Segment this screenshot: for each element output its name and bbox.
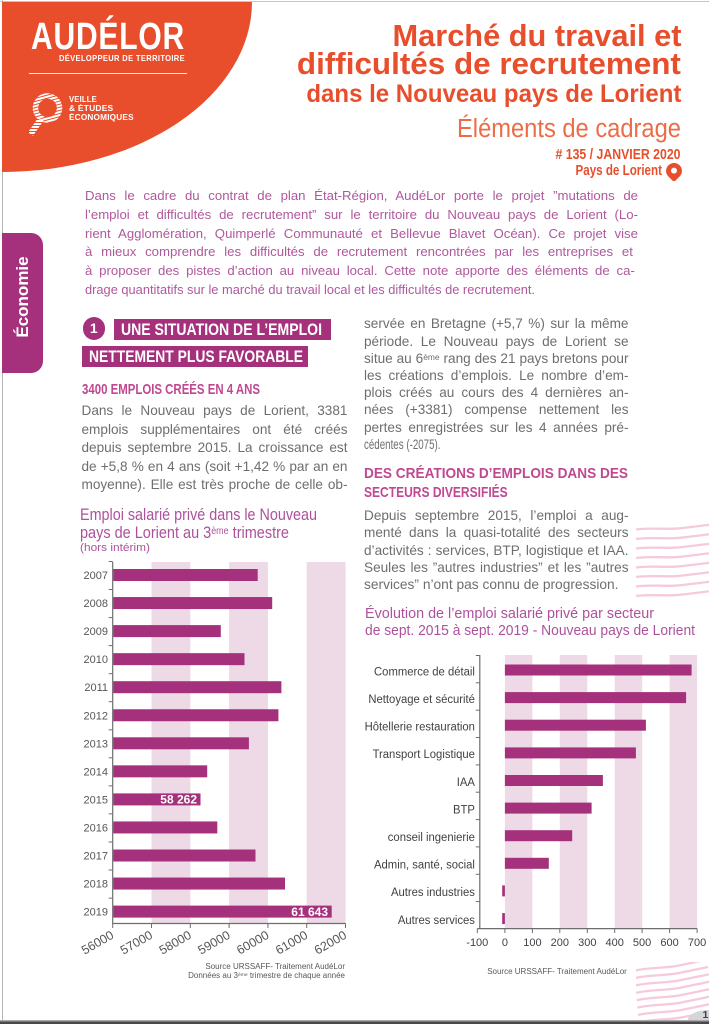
svg-text:Hôtellerie restauration: Hôtellerie restauration <box>365 719 475 734</box>
svg-text:2010: 2010 <box>84 654 108 666</box>
svg-text:2009: 2009 <box>84 626 108 638</box>
svg-text:2015: 2015 <box>84 794 108 806</box>
svg-text:0: 0 <box>502 937 508 949</box>
svg-text:58 262: 58 262 <box>160 793 197 807</box>
svg-text:Nettoyage et sécurité: Nettoyage et sécurité <box>368 691 475 706</box>
svg-text:2011: 2011 <box>84 682 108 694</box>
svg-text:61 643: 61 643 <box>291 905 328 919</box>
svg-text:Autres services: Autres services <box>398 912 475 927</box>
svg-text:2007: 2007 <box>84 570 108 582</box>
svg-text:500: 500 <box>633 937 651 949</box>
svg-text:200: 200 <box>551 937 569 949</box>
svg-text:2019: 2019 <box>84 907 108 919</box>
svg-text:Autres industries: Autres industries <box>391 885 475 900</box>
svg-text:BTP: BTP <box>453 802 475 817</box>
svg-text:300: 300 <box>578 937 596 949</box>
svg-text:2014: 2014 <box>84 766 108 778</box>
svg-text:2013: 2013 <box>84 738 108 750</box>
svg-text:-100: -100 <box>466 937 488 949</box>
svg-text:2012: 2012 <box>84 710 108 722</box>
svg-text:2016: 2016 <box>84 823 108 835</box>
svg-text:400: 400 <box>606 937 624 949</box>
svg-text:Commerce de détail: Commerce de détail <box>374 664 475 679</box>
svg-text:Transport Logistique: Transport Logistique <box>373 747 476 762</box>
svg-text:2018: 2018 <box>84 879 108 891</box>
svg-text:700: 700 <box>688 937 706 949</box>
svg-text:2017: 2017 <box>84 851 108 863</box>
svg-text:Admin, santé, social: Admin, santé, social <box>374 857 475 872</box>
svg-text:100: 100 <box>523 937 541 949</box>
svg-text:conseil ingenierie: conseil ingenierie <box>388 829 476 844</box>
svg-text:IAA: IAA <box>457 774 475 789</box>
svg-text:600: 600 <box>660 937 678 949</box>
svg-text:2008: 2008 <box>84 598 108 610</box>
